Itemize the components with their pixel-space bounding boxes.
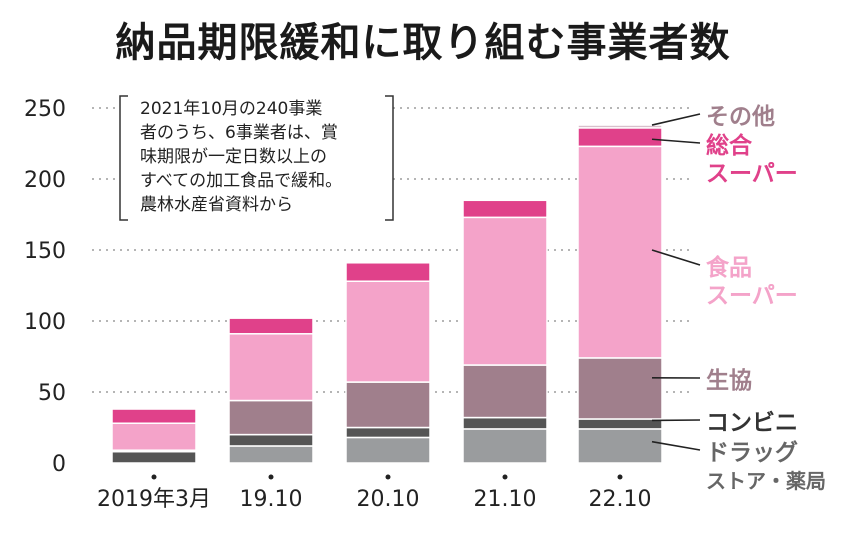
note-bracket-right — [385, 95, 394, 221]
bar-segment — [462, 364, 548, 419]
bar-segment — [228, 433, 314, 447]
bar-segment — [577, 145, 663, 359]
y-tick-label: 200 — [24, 168, 66, 193]
bar-segment — [111, 450, 197, 464]
legend-leader-line — [651, 138, 701, 144]
bar-segment — [345, 426, 431, 439]
bars — [111, 124, 663, 464]
note-line: 味期限が一定日数以上の — [140, 147, 327, 167]
bar-segment — [577, 418, 663, 430]
bar-segment — [111, 408, 197, 424]
y-tick-label: 150 — [24, 239, 66, 264]
note-line: すべての加工食品で緩和。 — [140, 171, 342, 191]
x-tick-mark — [151, 474, 157, 480]
source-note: 2021年10月の240事業者のうち、6事業者は、賞味期限が一定日数以上のすべて… — [119, 95, 394, 221]
note-background — [120, 96, 393, 220]
bar-segment — [228, 317, 314, 335]
x-tick-label: 20.10 — [357, 487, 420, 512]
note-line: 者のうち、6事業者は、賞 — [140, 123, 338, 143]
bar-segment — [462, 416, 548, 430]
bar-segment — [228, 399, 314, 436]
bar-segment — [462, 428, 548, 464]
y-tick-label: 50 — [38, 381, 66, 406]
legend-leader-line — [651, 249, 701, 266]
bar-segment — [345, 436, 431, 464]
bar-segment — [345, 280, 431, 383]
legend-label: スーパー — [706, 161, 798, 187]
bar-segment — [462, 216, 548, 366]
legend-label: 食品 — [706, 254, 752, 281]
x-tick-label: 19.10 — [240, 487, 303, 512]
bar-segment — [345, 262, 431, 282]
chart-title: 納品期限緩和に取り組む事業者数 — [115, 20, 731, 66]
legend-label: スーパー — [706, 283, 798, 309]
legend-label: 総合 — [706, 132, 753, 159]
bar-segment — [577, 124, 663, 129]
bar-segment — [228, 333, 314, 402]
x-tick-mark — [502, 474, 508, 480]
x-tick-label: 2019年3月 — [97, 487, 211, 512]
legend-label: ストア・薬局 — [706, 469, 826, 493]
bar-segment — [577, 428, 663, 464]
note-line: 農林水産省資料から — [140, 195, 293, 215]
bar-segment — [111, 422, 197, 451]
y-tick-label: 100 — [24, 310, 66, 335]
legend-leader-line — [651, 440, 701, 451]
axes: 0 50 100 150 200 250 2019年3月 19.10 20.10 21.10 22.… — [24, 97, 651, 512]
note-line: 2021年10月の240事業 — [140, 99, 322, 119]
x-tick-mark — [617, 474, 623, 480]
x-tick-mark — [268, 474, 274, 480]
legend-leader-line — [651, 113, 701, 126]
legend-label: コンビニ — [706, 410, 798, 436]
legend-label: ドラッグ — [706, 439, 798, 466]
bar-segment — [577, 127, 663, 148]
note-bracket-left — [119, 95, 128, 221]
legend-label: 生協 — [706, 368, 752, 394]
legend-label: その他 — [706, 104, 775, 130]
bar-segment — [577, 357, 663, 420]
y-tick-label: 250 — [24, 97, 66, 122]
x-tick-label: 22.10 — [589, 487, 652, 512]
bar-segment — [228, 445, 314, 464]
x-tick-label: 21.10 — [474, 487, 537, 512]
y-tick-label: 0 — [52, 452, 66, 477]
bar-segment — [345, 381, 431, 429]
bar-segment — [462, 199, 548, 219]
x-tick-mark — [385, 474, 391, 480]
